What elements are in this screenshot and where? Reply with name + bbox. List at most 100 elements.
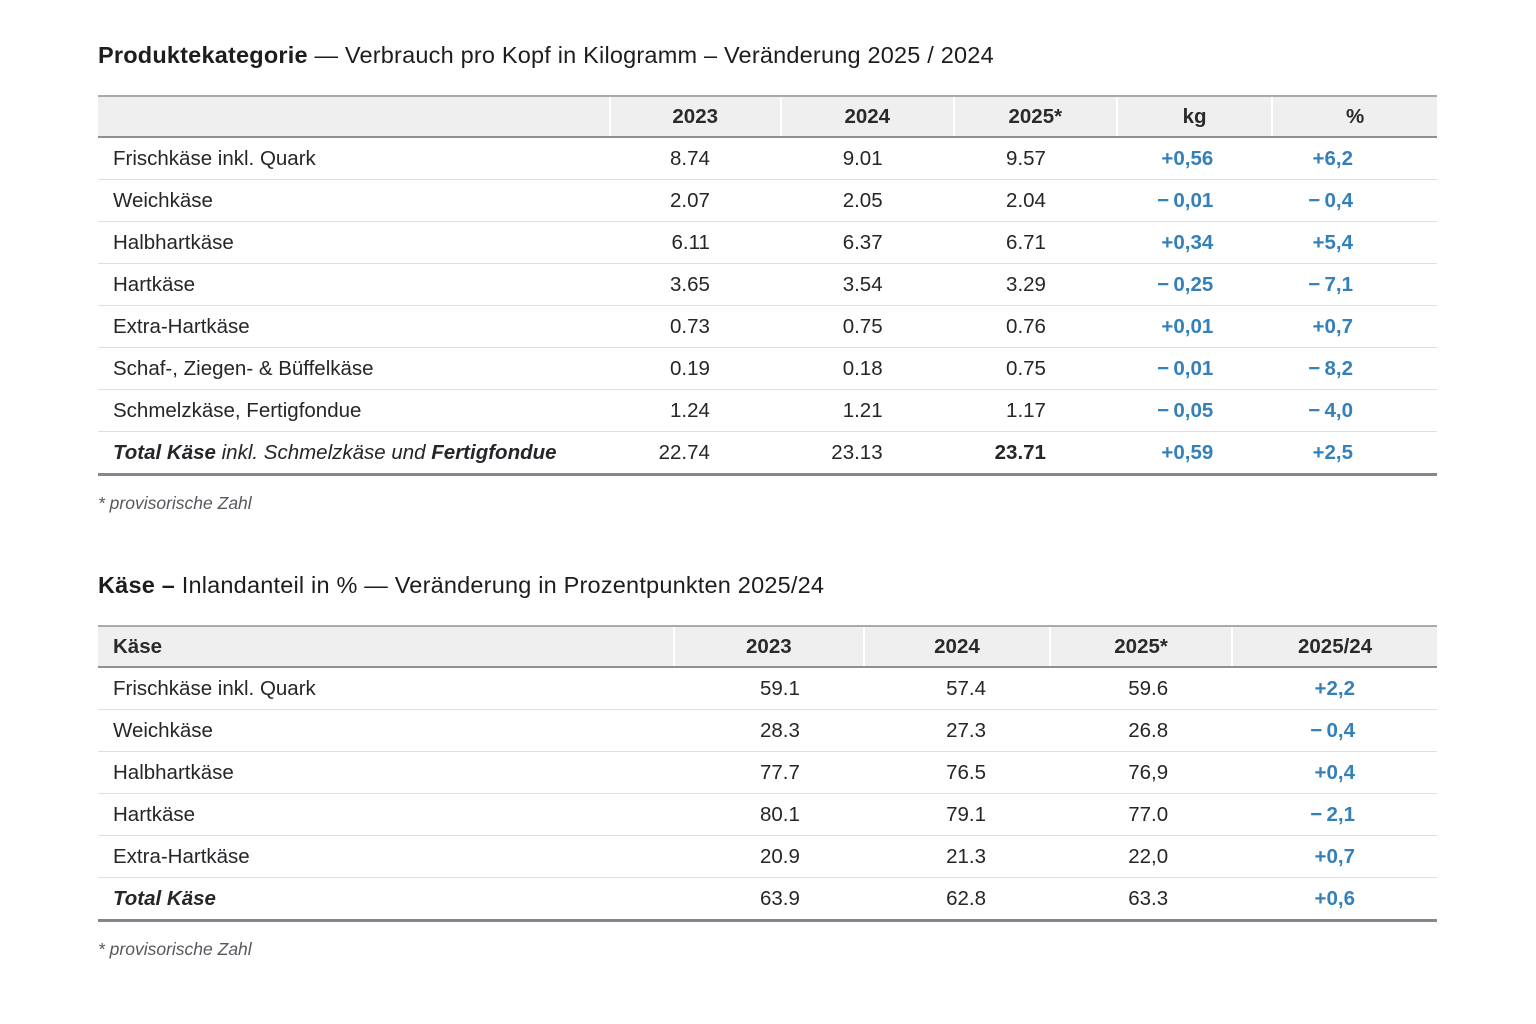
value-2023: 20.9 bbox=[673, 835, 864, 878]
section1-title-bold: Produktekategorie bbox=[98, 42, 308, 68]
table-row: Frischkäse inkl. Quark 59.1 57.4 59.6 +2… bbox=[98, 667, 1437, 710]
value-2024: 6.37 bbox=[780, 221, 954, 264]
total-2024: 62.8 bbox=[863, 877, 1051, 922]
value-2024: 3.54 bbox=[780, 263, 954, 306]
total-kg-change: +0,59 bbox=[1116, 431, 1273, 476]
value-2025: 77.0 bbox=[1050, 793, 1233, 836]
value-2025: 9.57 bbox=[953, 137, 1117, 180]
column-header-kaese: Käse bbox=[98, 625, 674, 668]
table-row: Halbhartkäse 77.7 76.5 76,9 +0,4 bbox=[98, 751, 1437, 794]
footnote-provisional-2: * provisorische Zahl bbox=[98, 939, 252, 959]
value-pct-change: +6,2 bbox=[1272, 137, 1437, 180]
consumption-table-header-row: 2023 2024 2025* kg % bbox=[98, 95, 1437, 138]
value-kg-change: +0,01 bbox=[1116, 305, 1273, 348]
total-2024: 23.13 bbox=[780, 431, 954, 476]
total-label-bold2: Fertigfondue bbox=[431, 440, 557, 464]
value-2025: 0.75 bbox=[953, 347, 1117, 390]
table-row: Schmelzkäse, Fertigfondue 1.24 1.21 1.17… bbox=[98, 389, 1437, 432]
table-row: Hartkäse 80.1 79.1 77.0 − 2,1 bbox=[98, 793, 1437, 836]
value-change: − 0,4 bbox=[1232, 709, 1437, 752]
value-2023: 1.24 bbox=[609, 389, 781, 432]
column-header-2024: 2024 bbox=[779, 95, 954, 138]
value-kg-change: +0,56 bbox=[1116, 137, 1273, 180]
section2-title: Käse – Inlandanteil in % — Veränderung i… bbox=[98, 572, 1437, 599]
consumption-table: 2023 2024 2025* kg % Frischkäse inkl. Qu… bbox=[98, 95, 1437, 476]
value-pct-change: +0,7 bbox=[1272, 305, 1437, 348]
value-2025: 0.76 bbox=[953, 305, 1117, 348]
section1-title: Produktekategorie — Verbrauch pro Kopf i… bbox=[98, 42, 1437, 69]
value-2024: 27.3 bbox=[863, 709, 1051, 752]
total-change: +0,6 bbox=[1232, 877, 1437, 922]
value-pct-change: − 8,2 bbox=[1272, 347, 1437, 390]
value-2024: 0.75 bbox=[780, 305, 954, 348]
domestic-share-header-row: Käse 2023 2024 2025* 2025/24 bbox=[98, 625, 1437, 668]
value-2025: 2.04 bbox=[953, 179, 1117, 222]
row-label: Frischkäse inkl. Quark bbox=[98, 667, 674, 710]
row-label: Schaf-, Ziegen- & Büffelkäse bbox=[98, 347, 610, 390]
total-2023: 22.74 bbox=[609, 431, 781, 476]
section2-title-bold: Käse – bbox=[98, 572, 175, 598]
value-kg-change: − 0,05 bbox=[1116, 389, 1273, 432]
table-row: Extra-Hartkäse 20.9 21.3 22,0 +0,7 bbox=[98, 835, 1437, 878]
total-2023: 63.9 bbox=[673, 877, 864, 922]
table-row: Hartkäse 3.65 3.54 3.29 − 0,25 − 7,1 bbox=[98, 263, 1437, 306]
row-label: Frischkäse inkl. Quark bbox=[98, 137, 610, 180]
total-2025: 23.71 bbox=[953, 431, 1117, 476]
value-2024: 1.21 bbox=[780, 389, 954, 432]
value-2025: 76,9 bbox=[1050, 751, 1233, 794]
value-pct-change: − 0,4 bbox=[1272, 179, 1437, 222]
value-kg-change: +0,34 bbox=[1116, 221, 1273, 264]
total-2025: 63.3 bbox=[1050, 877, 1233, 922]
total-label-mid: inkl. Schmelzkäse und bbox=[215, 440, 432, 464]
value-2025: 26.8 bbox=[1050, 709, 1233, 752]
column-header-2024: 2024 bbox=[862, 625, 1051, 668]
column-header-2025: 2025* bbox=[952, 95, 1117, 138]
table-row: Weichkäse 28.3 27.3 26.8 − 0,4 bbox=[98, 709, 1437, 752]
value-change: +0,4 bbox=[1232, 751, 1437, 794]
value-pct-change: − 7,1 bbox=[1272, 263, 1437, 306]
column-header-2025: 2025* bbox=[1049, 625, 1233, 668]
row-label: Hartkäse bbox=[98, 793, 674, 836]
value-pct-change: − 4,0 bbox=[1272, 389, 1437, 432]
column-header-2025-24: 2025/24 bbox=[1231, 625, 1437, 668]
table-total-row: Total Käse inkl. Schmelzkäse und Fertigf… bbox=[98, 431, 1437, 476]
value-2023: 8.74 bbox=[609, 137, 781, 180]
value-2023: 0.19 bbox=[609, 347, 781, 390]
row-label: Weichkäse bbox=[98, 709, 674, 752]
value-kg-change: − 0,01 bbox=[1116, 347, 1273, 390]
value-2024: 9.01 bbox=[780, 137, 954, 180]
value-2024: 79.1 bbox=[863, 793, 1051, 836]
value-2023: 28.3 bbox=[673, 709, 864, 752]
value-2024: 0.18 bbox=[780, 347, 954, 390]
value-2023: 3.65 bbox=[609, 263, 781, 306]
column-header-2023: 2023 bbox=[672, 625, 864, 668]
value-2023: 6.11 bbox=[609, 221, 781, 264]
column-header-kg: kg bbox=[1115, 95, 1273, 138]
value-change: − 2,1 bbox=[1232, 793, 1437, 836]
value-2025: 1.17 bbox=[953, 389, 1117, 432]
row-label: Weichkäse bbox=[98, 179, 610, 222]
table-row: Schaf-, Ziegen- & Büffelkäse 0.19 0.18 0… bbox=[98, 347, 1437, 390]
row-label: Extra-Hartkäse bbox=[98, 835, 674, 878]
column-header-2023: 2023 bbox=[608, 95, 781, 138]
value-2025: 3.29 bbox=[953, 263, 1117, 306]
value-change: +0,7 bbox=[1232, 835, 1437, 878]
section1-title-rest: — Verbrauch pro Kopf in Kilogramm – Verä… bbox=[307, 42, 994, 68]
total-label-bold: Total Käse bbox=[113, 440, 216, 464]
value-change: +2,2 bbox=[1232, 667, 1437, 710]
table-row: Halbhartkäse 6.11 6.37 6.71 +0,34 +5,4 bbox=[98, 221, 1437, 264]
value-kg-change: − 0,25 bbox=[1116, 263, 1273, 306]
table-total-row: Total Käse 63.9 62.8 63.3 +0,6 bbox=[98, 877, 1437, 922]
row-label: Extra-Hartkäse bbox=[98, 305, 610, 348]
row-label: Hartkäse bbox=[98, 263, 610, 306]
row-label: Halbhartkäse bbox=[98, 751, 674, 794]
table-row: Frischkäse inkl. Quark 8.74 9.01 9.57 +0… bbox=[98, 137, 1437, 180]
total-row-label: Total Käse bbox=[98, 877, 674, 922]
value-2025: 59.6 bbox=[1050, 667, 1233, 710]
table-row: Weichkäse 2.07 2.05 2.04 − 0,01 − 0,4 bbox=[98, 179, 1437, 222]
row-label: Halbhartkäse bbox=[98, 221, 610, 264]
value-2023: 77.7 bbox=[673, 751, 864, 794]
value-kg-change: − 0,01 bbox=[1116, 179, 1273, 222]
section2-title-rest: Inlandanteil in % — Veränderung in Proze… bbox=[174, 572, 825, 598]
